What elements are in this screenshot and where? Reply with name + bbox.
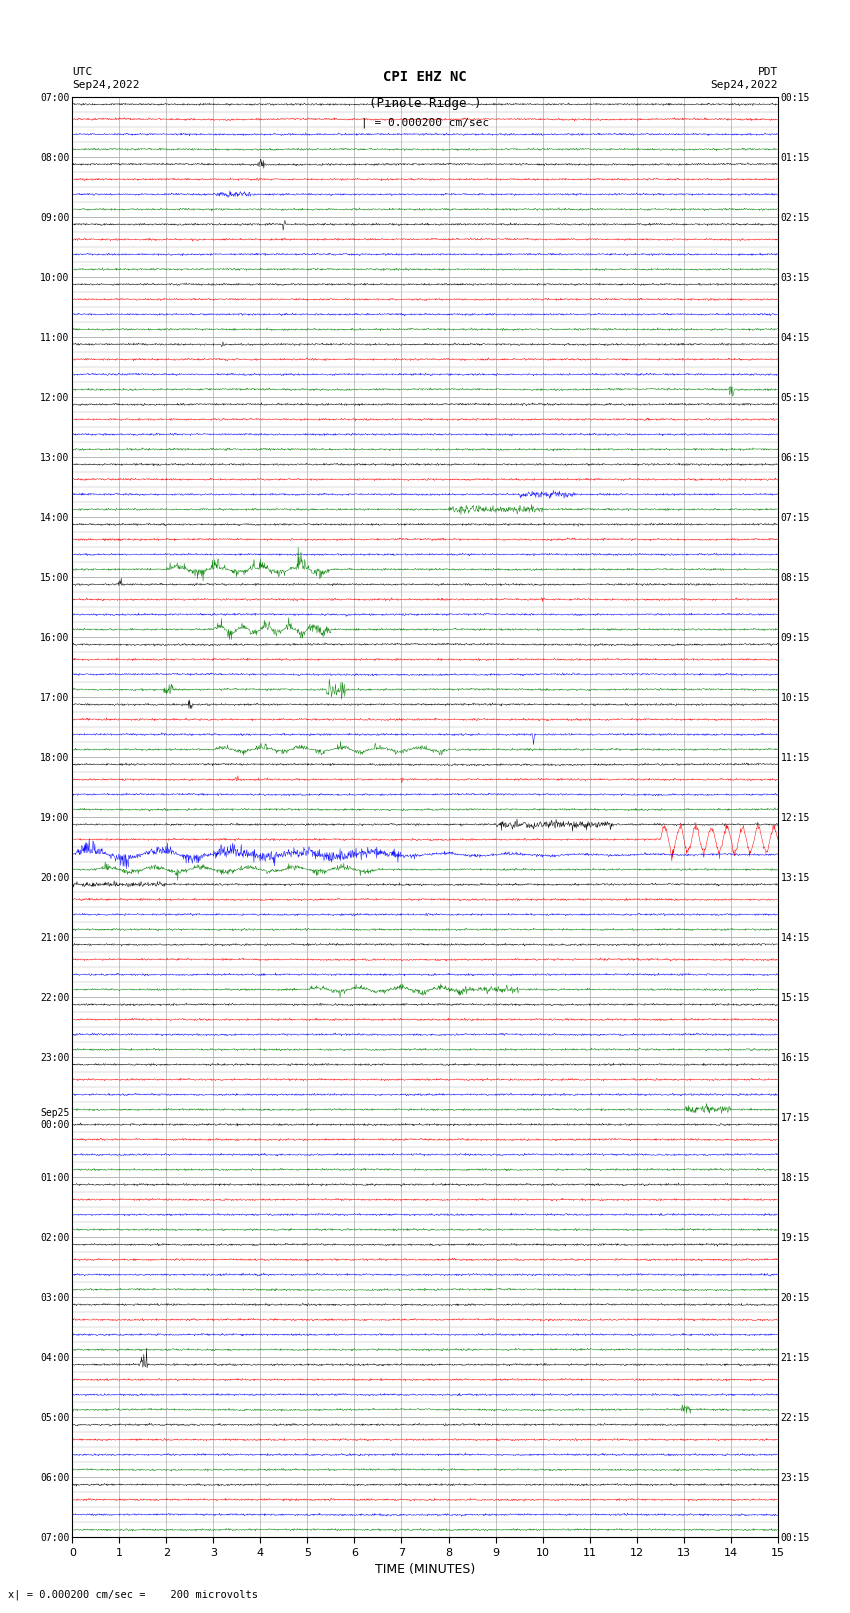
Text: (Pinole Ridge ): (Pinole Ridge ) bbox=[369, 97, 481, 110]
Text: x| = 0.000200 cm/sec =    200 microvolts: x| = 0.000200 cm/sec = 200 microvolts bbox=[8, 1589, 258, 1600]
Text: CPI EHZ NC: CPI EHZ NC bbox=[383, 69, 467, 84]
Text: PDT: PDT bbox=[757, 68, 778, 77]
X-axis label: TIME (MINUTES): TIME (MINUTES) bbox=[375, 1563, 475, 1576]
Text: UTC: UTC bbox=[72, 68, 93, 77]
Text: Sep24,2022: Sep24,2022 bbox=[72, 81, 139, 90]
Text: | = 0.000200 cm/sec: | = 0.000200 cm/sec bbox=[361, 118, 489, 129]
Text: Sep24,2022: Sep24,2022 bbox=[711, 81, 778, 90]
